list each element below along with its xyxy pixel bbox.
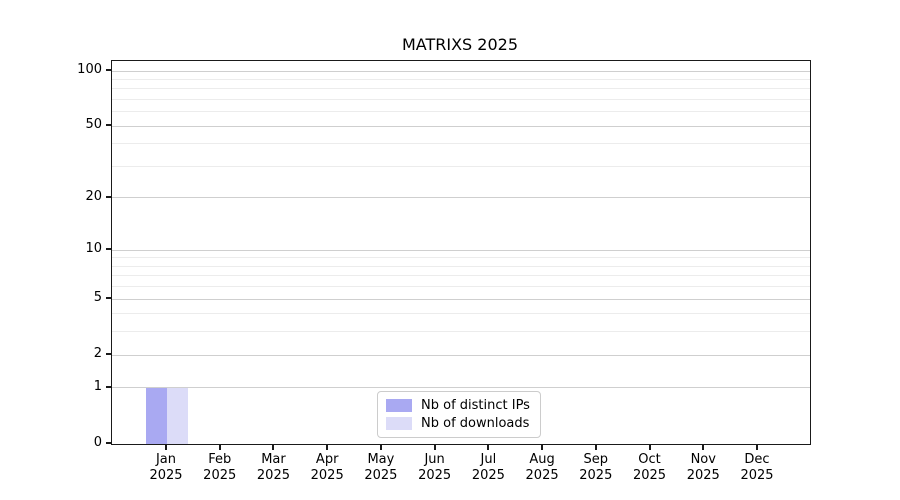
y-gridline-minor: [112, 265, 810, 267]
plot-area: [111, 60, 811, 445]
x-tick-label: Nov 2025: [675, 452, 731, 483]
x-tick-label-month: Feb: [208, 452, 232, 467]
x-tick-label-month: Nov: [690, 452, 716, 467]
y-tick-label: 1: [93, 378, 102, 394]
y-gridline-major: [112, 298, 810, 300]
x-tick-label: Feb 2025: [192, 452, 248, 483]
x-tick-label: Jun 2025: [407, 452, 463, 483]
y-gridline-major: [112, 387, 810, 389]
y-tick: [106, 297, 111, 300]
y-gridline-minor: [112, 286, 810, 288]
x-tick-label-year: 2025: [310, 467, 344, 483]
bar-nb-of-distinct-ips-jan: [146, 387, 167, 444]
x-tick: [648, 444, 651, 450]
x-tick-label-month: Aug: [529, 452, 555, 467]
y-gridline-major: [112, 125, 810, 127]
x-tick: [272, 444, 275, 450]
y-gridline-major: [112, 197, 810, 199]
y-gridline-minor: [112, 331, 810, 333]
y-gridline-minor: [112, 98, 810, 100]
legend-label-downloads: Nb of downloads: [421, 416, 530, 431]
x-tick-label-month: Sep: [583, 452, 609, 467]
bar-nb-of-downloads-jan: [167, 387, 188, 444]
legend-item-distinct-ips: Nb of distinct IPs: [386, 398, 530, 413]
x-tick-label-month: Dec: [744, 452, 770, 467]
x-tick: [218, 444, 221, 450]
x-tick-label-month: Mar: [261, 452, 286, 467]
legend: Nb of distinct IPs Nb of downloads: [377, 391, 541, 438]
x-tick-label-month: Jun: [424, 452, 445, 467]
x-tick: [541, 444, 544, 450]
y-tick: [106, 248, 111, 251]
y-tick: [106, 69, 111, 71]
y-gridline-major: [112, 354, 810, 356]
x-tick-label: Jan 2025: [138, 452, 194, 483]
y-tick: [106, 442, 111, 444]
x-tick: [326, 444, 329, 450]
x-tick: [433, 444, 436, 450]
y-gridline-minor: [112, 313, 810, 315]
y-tick-label: 10: [85, 241, 102, 257]
y-gridline-minor: [112, 165, 810, 167]
x-tick-label-month: Jul: [480, 452, 497, 467]
y-tick: [106, 195, 111, 198]
legend-swatch-distinct-ips: [386, 399, 412, 412]
y-gridline-major: [112, 70, 810, 72]
x-tick-label: May 2025: [353, 452, 409, 483]
y-tick-label: 20: [85, 188, 102, 204]
x-tick-label-year: 2025: [418, 467, 452, 483]
x-tick-label-year: 2025: [364, 467, 398, 483]
y-gridline-minor: [112, 257, 810, 259]
x-tick: [755, 444, 758, 450]
x-tick-label-year: 2025: [203, 467, 237, 483]
x-tick-label-year: 2025: [256, 467, 290, 483]
y-tick: [106, 124, 111, 127]
y-gridline-minor: [112, 275, 810, 277]
legend-swatch-downloads: [386, 417, 412, 430]
y-tick-label: 50: [85, 117, 102, 133]
x-tick-label-year: 2025: [149, 467, 183, 483]
y-tick-label: 5: [93, 290, 102, 306]
y-tick-label: 100: [77, 62, 102, 77]
y-gridline-major: [112, 249, 810, 251]
x-tick-label-year: 2025: [632, 467, 667, 483]
y-gridline-minor: [112, 143, 810, 145]
x-tick: [594, 444, 597, 450]
x-tick-label-month: May: [367, 452, 395, 467]
x-tick: [379, 444, 382, 450]
x-tick-label-year: 2025: [525, 467, 559, 483]
x-tick: [702, 444, 705, 450]
y-tick-label: 0: [93, 435, 102, 450]
y-tick: [106, 353, 111, 356]
x-tick-label-year: 2025: [471, 467, 505, 483]
x-tick-label-year: 2025: [686, 467, 720, 483]
x-tick-label-year: 2025: [579, 467, 613, 483]
x-tick: [165, 444, 167, 450]
x-tick-label-month: Jan: [155, 452, 177, 467]
x-tick-label-month: Oct: [638, 452, 661, 467]
legend-item-downloads: Nb of downloads: [386, 416, 530, 431]
x-tick-label: Aug 2025: [514, 452, 570, 483]
legend-label-distinct-ips: Nb of distinct IPs: [421, 398, 530, 413]
x-tick-label: Mar 2025: [245, 452, 301, 483]
x-tick-label: Dec 2025: [729, 452, 785, 483]
y-gridline-minor: [112, 88, 810, 90]
x-tick-label: Sep 2025: [568, 452, 624, 483]
x-tick-label-year: 2025: [740, 467, 774, 483]
chart-title: MATRIXS 2025: [401, 35, 519, 54]
x-tick-label-month: Apr: [315, 452, 339, 467]
y-tick: [106, 385, 111, 388]
y-gridline-minor: [112, 111, 810, 113]
x-tick-label: Jul 2025: [460, 452, 516, 483]
y-gridline-minor: [112, 78, 810, 80]
x-tick: [487, 444, 490, 450]
y-tick-label: 2: [93, 346, 102, 362]
x-tick-label: Apr 2025: [299, 452, 355, 483]
x-tick-label: Oct 2025: [622, 452, 678, 483]
